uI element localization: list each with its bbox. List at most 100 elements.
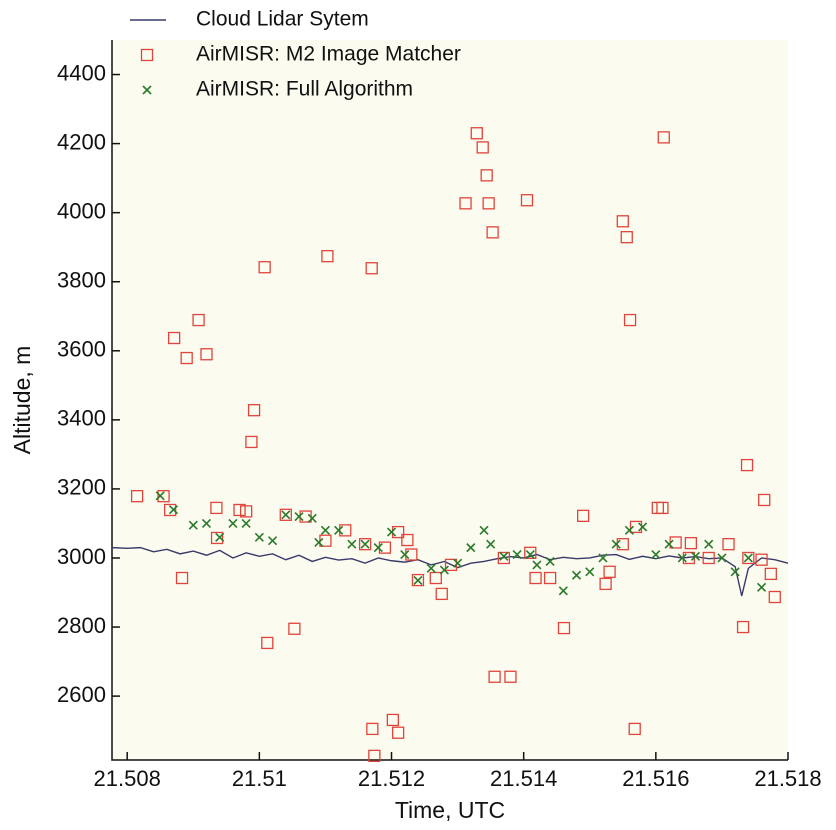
y-tick-label: 4400 [57, 60, 106, 85]
x-tick-label: 21.518 [754, 766, 821, 791]
square-marker [366, 722, 379, 736]
x-marker [155, 491, 165, 501]
x-marker [188, 520, 198, 530]
x-marker [439, 565, 449, 575]
square-marker [210, 501, 223, 515]
square-marker [200, 348, 213, 361]
plot-area [112, 40, 788, 760]
x-tick-label: 21.516 [622, 766, 689, 791]
x-marker [479, 525, 489, 535]
square-marker [164, 503, 177, 517]
y-tick-label: 4000 [57, 198, 106, 223]
x-marker [651, 549, 661, 560]
x-marker [268, 536, 278, 546]
y-tick-label: 3200 [57, 475, 106, 500]
square-marker [470, 127, 483, 140]
y-tick-label: 4200 [57, 129, 106, 154]
x-marker [168, 505, 179, 515]
square-marker [167, 331, 181, 345]
square-marker [365, 262, 378, 275]
square-marker [321, 250, 334, 263]
square-marker [520, 194, 534, 207]
square-marker [657, 131, 670, 144]
square-marker [140, 48, 154, 62]
x-marker [241, 518, 251, 529]
x-marker [704, 539, 714, 549]
y-tick-label: 2600 [57, 682, 106, 707]
x-marker [664, 539, 674, 549]
x-marker [334, 525, 344, 535]
square-marker [261, 636, 274, 650]
x-marker [426, 563, 436, 573]
x-tick-label: 21.512 [358, 766, 425, 791]
x-marker [525, 549, 535, 560]
x-marker [571, 570, 582, 580]
x-marker [611, 539, 621, 549]
x-marker [453, 558, 463, 568]
square-marker [603, 565, 616, 578]
square-marker [543, 571, 557, 585]
x-marker [400, 549, 410, 560]
y-tick-label: 3000 [57, 544, 106, 569]
square-marker [740, 458, 754, 472]
square-marker [386, 713, 399, 727]
square-marker [401, 533, 414, 547]
x-marker [690, 551, 701, 561]
x-marker [717, 553, 727, 563]
x-marker [730, 567, 740, 577]
square-marker [480, 169, 493, 182]
square-marker [623, 313, 637, 327]
x-marker [638, 522, 648, 532]
x-marker [585, 567, 595, 577]
x-marker [347, 539, 357, 549]
square-marker [764, 567, 777, 581]
x-marker [624, 525, 634, 535]
x-marker [228, 518, 238, 529]
x-marker [281, 510, 291, 520]
legend-label: AirMISR: M2 Image Matcher [196, 43, 461, 66]
square-marker [247, 404, 261, 417]
square-marker [233, 503, 246, 517]
square-marker [577, 509, 590, 523]
legend-label: Cloud Lidar Sytem [196, 8, 369, 31]
square-marker [599, 577, 612, 591]
x-marker [320, 525, 331, 535]
y-tick-label: 3600 [57, 337, 106, 362]
square-marker [391, 726, 405, 739]
square-marker [736, 620, 750, 634]
square-marker [620, 231, 633, 244]
x-marker [386, 527, 397, 537]
y-tick-label: 3800 [57, 268, 106, 293]
axes [111, 40, 788, 761]
square-marker [288, 622, 301, 635]
x-marker [598, 553, 608, 563]
x-marker [499, 551, 509, 561]
square-marker [245, 435, 258, 449]
x-marker [142, 85, 152, 95]
x-tick-label: 21.508 [94, 766, 161, 791]
square-marker [504, 670, 517, 683]
square-marker [628, 722, 641, 736]
x-marker [512, 549, 522, 560]
square-marker [368, 749, 381, 763]
square-marker [476, 141, 489, 154]
square-marker [157, 490, 170, 503]
x-marker [314, 537, 324, 548]
x-marker [215, 532, 225, 542]
x-marker [254, 532, 264, 542]
square-marker [175, 571, 189, 585]
square-marker [529, 571, 542, 585]
square-marker [210, 531, 224, 545]
x-marker [201, 518, 212, 529]
y-tick-label: 2800 [57, 613, 106, 638]
square-marker [279, 508, 292, 521]
square-marker [616, 215, 629, 228]
square-marker [742, 551, 755, 565]
square-marker [435, 587, 448, 601]
x-marker [360, 539, 370, 549]
square-marker [722, 538, 735, 551]
x-axis-label: Time, UTC [395, 797, 505, 823]
x-marker [413, 575, 423, 585]
square-marker [758, 493, 771, 507]
